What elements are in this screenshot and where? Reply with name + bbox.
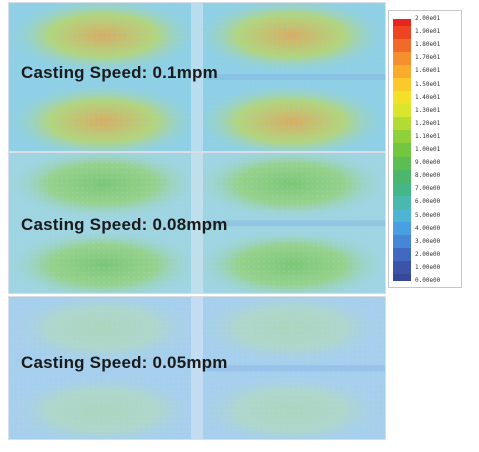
legend-swatch	[393, 51, 411, 66]
flow-vectors	[11, 299, 385, 438]
legend-tick-label: 9.00e00	[415, 159, 441, 167]
velocity-panel-0-08mpm: Casting Speed: 0.08mpm	[8, 152, 386, 294]
legend-swatch	[393, 182, 411, 197]
legend-tick-label: 6.00e00	[415, 198, 441, 206]
legend-tick-label: 1.10e01	[415, 132, 441, 140]
flow-vectors	[11, 5, 385, 149]
legend-tick-label: 1.90e01	[415, 28, 441, 36]
casting-speed-label: Casting Speed: 0.05mpm	[21, 353, 228, 372]
recirculation-zone	[9, 373, 201, 439]
legend-swatch	[393, 156, 411, 171]
legend-tick-label: 0.00e00	[415, 277, 441, 284]
recirculation-zone	[193, 297, 385, 366]
legend-swatch	[393, 143, 411, 158]
legend-color-bar	[393, 19, 411, 282]
velocity-panel-0-05mpm: Casting Speed: 0.05mpm	[8, 296, 386, 440]
legend-swatch	[393, 130, 411, 144]
legend-tick-label: 4.00e00	[415, 224, 441, 232]
central-jet	[191, 3, 203, 151]
legend-tick-label: 1.70e01	[415, 54, 441, 62]
recirculation-zone	[193, 82, 385, 151]
legend-swatch	[393, 77, 411, 92]
legend-swatch	[393, 104, 411, 118]
legend-swatch	[393, 274, 411, 282]
velocity-field-0-05mpm	[9, 297, 385, 439]
recirculation-zone	[9, 82, 201, 151]
recirculation-zone	[193, 373, 385, 439]
recirculation-zone	[193, 153, 385, 221]
legend-swatch	[393, 19, 411, 27]
recirculation-zone	[9, 297, 201, 366]
legend-tick-label: 8.00e00	[415, 172, 441, 180]
casting-speed-label: Casting Speed: 0.08mpm	[21, 215, 228, 234]
side-jet	[207, 365, 385, 372]
legend-swatch	[393, 169, 411, 184]
legend-tick-label: 1.50e01	[415, 80, 441, 88]
legend-swatch	[393, 261, 411, 275]
legend-swatch	[393, 64, 411, 79]
color-legend: 2.00e01 1.90e01 1.80e01 1.70e01 1.60e01 1.50e…	[388, 10, 462, 288]
legend-tick-label: 3.00e00	[415, 237, 441, 245]
legend-tick-label: 1.60e01	[415, 67, 441, 75]
casting-speed-label: Casting Speed: 0.1mpm	[21, 63, 218, 82]
legend-tick-label: 1.80e01	[415, 41, 441, 49]
flow-vectors	[11, 155, 385, 293]
legend-tick-label: 7.00e00	[415, 185, 441, 193]
legend-tick-label: 1.00e01	[415, 146, 441, 153]
legend-swatch	[393, 208, 411, 223]
legend-tick-label: 1.30e01	[415, 106, 441, 114]
recirculation-zone	[9, 3, 201, 75]
side-jet	[207, 220, 385, 227]
recirculation-zone	[9, 153, 201, 221]
legend-tick-label: 1.00e00	[415, 263, 441, 271]
central-jet	[191, 153, 203, 293]
recirculation-zone	[9, 228, 201, 293]
legend-swatch	[393, 117, 411, 131]
legend-tick-label: 2.00e01	[415, 15, 441, 22]
legend-tick-label: 1.20e01	[415, 119, 441, 127]
side-jet	[207, 74, 385, 81]
legend-tick-label: 1.40e01	[415, 93, 441, 101]
legend-tick-label: 2.00e00	[415, 250, 441, 258]
central-jet	[191, 297, 203, 439]
velocity-field-0-08mpm	[9, 153, 385, 293]
velocity-field-0-1mpm	[9, 3, 385, 151]
legend-swatch	[393, 195, 411, 210]
velocity-panel-0-1mpm: Casting Speed: 0.1mpm	[8, 2, 386, 152]
legend-swatch	[393, 25, 411, 40]
legend-swatch	[393, 38, 411, 53]
legend-swatch	[393, 222, 411, 236]
legend-tick-label: 5.00e00	[415, 211, 441, 219]
legend-swatch	[393, 91, 411, 105]
legend-swatch	[393, 248, 411, 262]
legend-swatch	[393, 235, 411, 249]
